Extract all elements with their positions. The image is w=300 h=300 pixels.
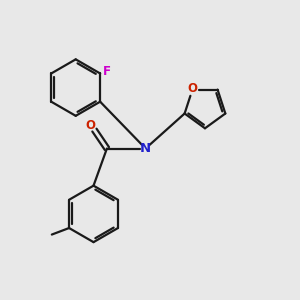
Text: F: F xyxy=(103,65,111,79)
Text: O: O xyxy=(86,119,96,132)
Text: N: N xyxy=(140,142,151,155)
Text: O: O xyxy=(188,82,197,94)
